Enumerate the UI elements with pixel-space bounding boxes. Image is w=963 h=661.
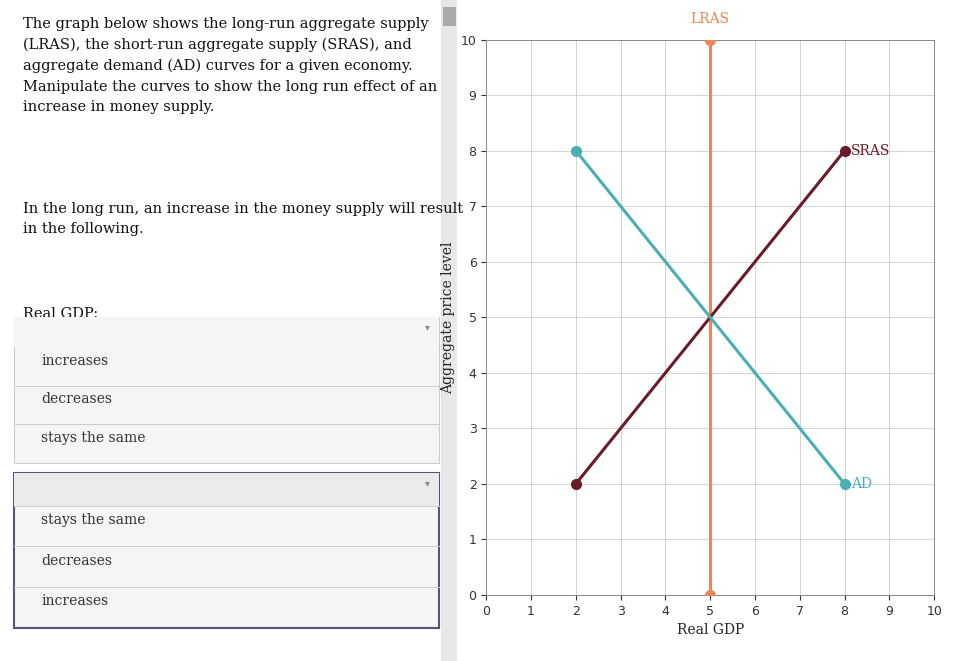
Text: increases: increases xyxy=(41,594,109,609)
Text: increases: increases xyxy=(41,354,109,368)
FancyBboxPatch shape xyxy=(13,473,439,628)
Text: ▾: ▾ xyxy=(425,323,429,332)
Text: SRAS: SRAS xyxy=(851,143,891,158)
Text: AD: AD xyxy=(851,477,872,491)
Text: The graph below shows the long-run aggregate supply
(LRAS), the short-run aggreg: The graph below shows the long-run aggre… xyxy=(23,17,437,114)
Text: In the long run, an increase in the money supply will result
in the following.: In the long run, an increase in the mone… xyxy=(23,202,463,236)
Text: stays the same: stays the same xyxy=(41,513,145,527)
FancyBboxPatch shape xyxy=(441,0,457,661)
Text: ▾: ▾ xyxy=(425,478,429,488)
X-axis label: Real GDP: Real GDP xyxy=(677,623,743,637)
FancyBboxPatch shape xyxy=(443,7,456,26)
FancyBboxPatch shape xyxy=(13,317,439,463)
Text: stays the same: stays the same xyxy=(41,430,145,445)
Text: LRAS: LRAS xyxy=(690,12,730,26)
Y-axis label: Aggregate price level: Aggregate price level xyxy=(441,241,455,393)
Text: Real GDP:: Real GDP: xyxy=(23,307,98,321)
Text: decreases: decreases xyxy=(41,554,112,568)
FancyBboxPatch shape xyxy=(13,317,439,347)
Text: decreases: decreases xyxy=(41,392,112,406)
FancyBboxPatch shape xyxy=(13,473,439,506)
